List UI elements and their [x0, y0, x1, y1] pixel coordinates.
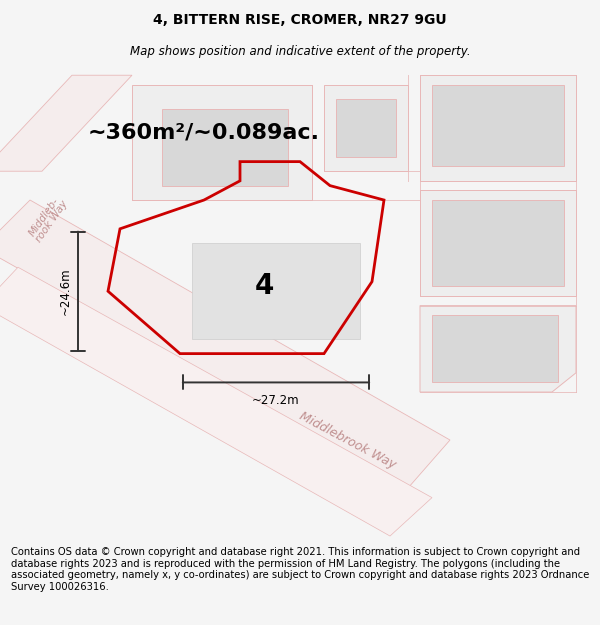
Polygon shape: [192, 243, 360, 339]
Text: 4, BITTERN RISE, CROMER, NR27 9GU: 4, BITTERN RISE, CROMER, NR27 9GU: [153, 12, 447, 27]
Polygon shape: [0, 200, 450, 488]
Polygon shape: [0, 75, 132, 171]
Polygon shape: [432, 315, 558, 382]
Polygon shape: [432, 85, 564, 166]
Text: Middleb-
rook Way: Middleb- rook Way: [26, 194, 70, 244]
Text: Contains OS data © Crown copyright and database right 2021. This information is : Contains OS data © Crown copyright and d…: [11, 548, 589, 592]
Polygon shape: [420, 75, 576, 181]
Polygon shape: [336, 99, 396, 157]
Polygon shape: [132, 85, 312, 200]
Text: 4: 4: [254, 272, 274, 301]
Polygon shape: [0, 268, 432, 536]
Polygon shape: [420, 191, 576, 296]
Text: Middlebrook Way: Middlebrook Way: [298, 409, 398, 471]
Text: ~24.6m: ~24.6m: [59, 268, 72, 315]
Polygon shape: [162, 109, 288, 186]
Text: ~360m²/~0.089ac.: ~360m²/~0.089ac.: [88, 123, 320, 143]
Text: Map shows position and indicative extent of the property.: Map shows position and indicative extent…: [130, 45, 470, 58]
Text: ~27.2m: ~27.2m: [252, 394, 300, 408]
Polygon shape: [420, 306, 576, 392]
Polygon shape: [324, 85, 408, 171]
Polygon shape: [432, 200, 564, 286]
